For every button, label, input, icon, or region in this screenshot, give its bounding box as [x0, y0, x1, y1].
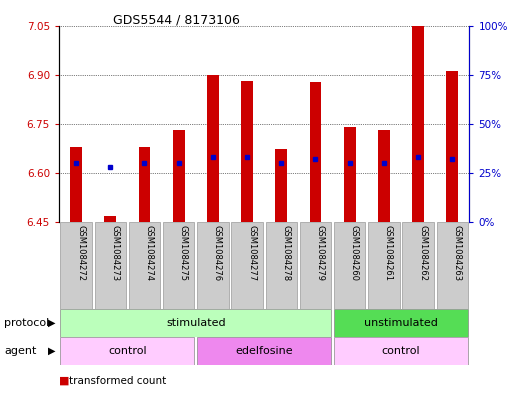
Text: GSM1084274: GSM1084274 — [145, 225, 153, 281]
Bar — [61, 222, 92, 309]
Bar — [173, 130, 185, 222]
Bar — [61, 337, 194, 365]
Text: GSM1084275: GSM1084275 — [179, 225, 188, 281]
Text: GSM1084262: GSM1084262 — [418, 225, 427, 281]
Bar — [402, 222, 434, 309]
Text: stimulated: stimulated — [166, 318, 226, 328]
Text: agent: agent — [4, 346, 36, 356]
Text: GSM1084278: GSM1084278 — [281, 225, 290, 281]
Text: control: control — [382, 346, 420, 356]
Text: GSM1084272: GSM1084272 — [76, 225, 85, 281]
Bar — [266, 222, 297, 309]
Bar — [300, 222, 331, 309]
Bar — [61, 309, 331, 337]
Text: GSM1084279: GSM1084279 — [315, 225, 325, 281]
Bar — [94, 222, 126, 309]
Bar — [344, 127, 356, 222]
Bar — [368, 222, 400, 309]
Bar — [197, 222, 229, 309]
Text: GSM1084263: GSM1084263 — [452, 225, 461, 281]
Bar — [334, 337, 468, 365]
Text: GSM1084277: GSM1084277 — [247, 225, 256, 281]
Bar — [446, 72, 458, 222]
Text: transformed count: transformed count — [69, 376, 167, 386]
Text: protocol: protocol — [4, 318, 49, 328]
Bar — [70, 147, 82, 222]
Bar — [104, 217, 116, 222]
Text: edelfosine: edelfosine — [235, 346, 293, 356]
Bar — [412, 26, 424, 222]
Text: ▶: ▶ — [48, 318, 55, 328]
Text: ■: ■ — [59, 376, 69, 386]
Text: GSM1084260: GSM1084260 — [350, 225, 359, 281]
Bar — [139, 147, 150, 222]
Bar — [197, 337, 331, 365]
Text: GSM1084276: GSM1084276 — [213, 225, 222, 281]
Text: GDS5544 / 8173106: GDS5544 / 8173106 — [113, 14, 240, 27]
Bar — [309, 82, 322, 222]
Bar — [241, 81, 253, 222]
Text: GSM1084261: GSM1084261 — [384, 225, 393, 281]
Bar — [231, 222, 263, 309]
Bar — [378, 130, 390, 222]
Text: unstimulated: unstimulated — [364, 318, 438, 328]
Bar — [163, 222, 194, 309]
Bar — [437, 222, 468, 309]
Bar — [207, 75, 219, 222]
Text: control: control — [108, 346, 147, 356]
Text: GSM1084273: GSM1084273 — [110, 225, 120, 281]
Bar — [334, 222, 365, 309]
Bar — [129, 222, 160, 309]
Bar — [334, 309, 468, 337]
Bar — [275, 149, 287, 222]
Text: ▶: ▶ — [48, 346, 55, 356]
